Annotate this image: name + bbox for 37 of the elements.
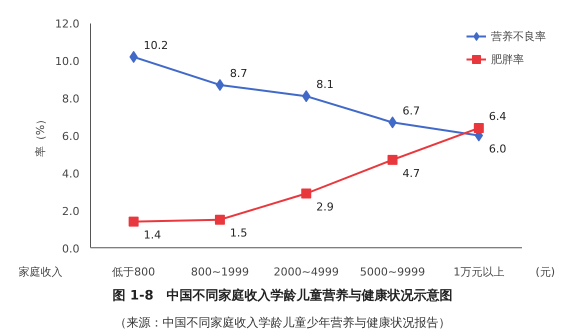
x-tick-label: 800~1999 (190, 266, 250, 278)
legend-label: 营养不良率 (491, 28, 546, 44)
x-axis-title: 家庭收入 (18, 266, 62, 278)
data-label: 2.9 (316, 200, 334, 214)
x-tick-label: 1万元以上 (453, 266, 504, 278)
data-label: 8.1 (316, 78, 334, 92)
point (388, 116, 397, 128)
y-tick-label: 4.0 (62, 167, 80, 180)
y-tick-label: 10.0 (54, 55, 80, 68)
point (301, 188, 312, 199)
data-label: 4.7 (402, 166, 420, 180)
data-label: 6.0 (488, 142, 506, 156)
legend-label: 肥胖率 (491, 52, 524, 66)
y-axis-title: 率（%） (34, 114, 48, 158)
point (214, 214, 225, 225)
y-tick-label: 6.0 (62, 130, 80, 143)
x-tick-label: 2000~4999 (274, 266, 339, 278)
x-tick-label: 5000~9999 (360, 266, 426, 278)
x-tick-label: 低于800 (112, 266, 156, 278)
data-label: 1.4 (144, 228, 162, 242)
data-label: 10.2 (144, 38, 168, 52)
data-label: 8.7 (230, 66, 248, 80)
data-label: 6.4 (488, 110, 506, 124)
point (128, 216, 139, 227)
y-tick-label: 12.0 (54, 18, 80, 31)
text: 图 1-8 中国不同家庭收入学龄儿童营养与健康状况示意图 (112, 288, 453, 304)
y-tick-label: 0.0 (62, 242, 80, 256)
text: (元) (535, 266, 556, 278)
y-tick-label: 8.0 (62, 92, 80, 106)
point (129, 50, 138, 63)
point (388, 154, 398, 165)
data-label: 6.7 (402, 104, 420, 118)
text: （来源：中国不同家庭收入学龄儿童少年营养与健康状况报告） (114, 316, 450, 330)
point (474, 123, 484, 134)
data-label: 1.5 (230, 226, 248, 240)
point (216, 78, 224, 91)
y-tick-label: 2.0 (62, 204, 80, 218)
